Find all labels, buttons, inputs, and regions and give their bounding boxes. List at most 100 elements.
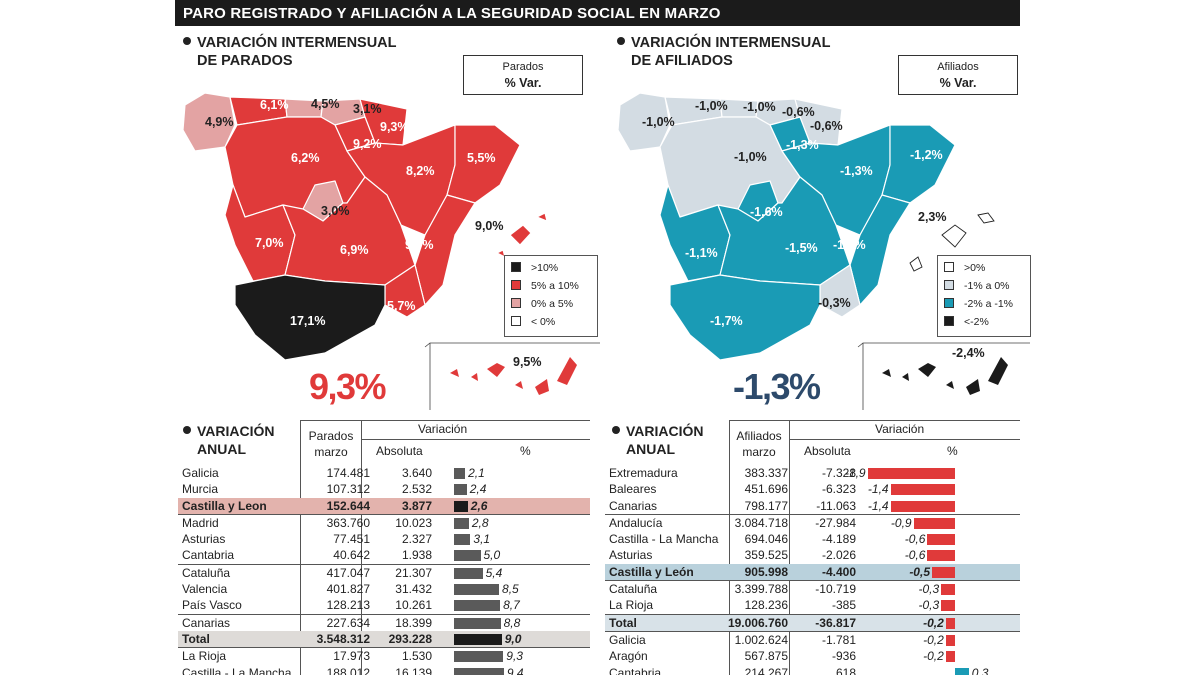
bar-mark xyxy=(454,651,504,663)
row-pct-label: 8,7 xyxy=(503,598,520,613)
legend-swatch xyxy=(944,316,954,326)
row-main-value: 3.399.788 xyxy=(734,582,788,597)
legend-label: 5% a 10% xyxy=(531,280,579,292)
row-region-name: Aragón xyxy=(609,649,648,664)
col-divider xyxy=(300,420,301,675)
row-abs-value: 2.532 xyxy=(401,482,432,497)
row-pct-label: 2,8 xyxy=(471,515,489,530)
row-abs-value: -27.984 xyxy=(815,515,856,530)
region-cataluna xyxy=(446,124,521,204)
row-region-name: Valencia xyxy=(182,582,228,597)
label-murcia: -0,3% xyxy=(818,296,851,310)
bar-mark xyxy=(454,667,504,675)
row-pct-label: -0,2 xyxy=(923,632,944,647)
row-pct-label: -0,6 xyxy=(904,532,926,547)
bar-mark xyxy=(454,550,481,562)
left-table-rows: Galicia 174.481 3.640 2,1 Murcia 107.312 2.532… xyxy=(178,465,590,675)
left-legend-item: >10% xyxy=(511,261,597,279)
left-map-box-line2: % Var. xyxy=(504,76,542,90)
right-map-heading-line1: VARIACIÓN INTERMENSUAL xyxy=(631,35,831,51)
row-main-value: 40.642 xyxy=(333,548,370,563)
left-total-value: 9,3% xyxy=(309,366,387,407)
row-main-value: 19.006.760 xyxy=(727,615,788,630)
row-region-name: Andalucía xyxy=(609,515,663,530)
region-murcia xyxy=(384,264,426,318)
left-col-main-line1: Parados xyxy=(308,429,354,443)
left-table-header: VARIACIÓN ANUAL Parados marzo Variación A… xyxy=(178,420,590,466)
table-row: Andalucía 3.084.718 -27.984 -0,9 xyxy=(605,513,1020,531)
row-region-name: Cataluña xyxy=(182,565,231,580)
row-main-value: 214.267 xyxy=(744,665,788,675)
bar-mark xyxy=(454,468,466,479)
row-region-name: Canarias xyxy=(182,615,231,630)
table-row: La Rioja 128.236 -385 -0,3 xyxy=(605,597,1020,613)
region-baleares xyxy=(909,212,995,272)
bar-mark xyxy=(890,484,955,496)
row-pct-label: 9,3 xyxy=(506,649,523,664)
legend-label: < 0% xyxy=(531,316,556,328)
canary-inset-frame xyxy=(424,342,600,410)
right-map-box-line1: Afiliados xyxy=(937,61,979,73)
row-pct-label: 3,1 xyxy=(473,532,491,547)
label-extremadura: 7,0% xyxy=(255,236,284,250)
row-pct-label: -0,3 xyxy=(918,582,940,597)
right-col-main-line2: marzo xyxy=(742,445,776,459)
right-legend-item: >0% xyxy=(944,261,1030,279)
table-row: Cantabria 214.267 618 0,3 xyxy=(605,665,1020,675)
col-divider xyxy=(729,420,730,675)
row-region-name: Cantabria xyxy=(182,548,235,563)
legend-label: -1% a 0% xyxy=(964,280,1010,292)
label-galicia: 4,9% xyxy=(205,115,234,129)
left-map-heading-line2: DE PARADOS xyxy=(197,53,293,69)
row-abs-value: -4.189 xyxy=(821,532,856,547)
table-row: Cantabria 40.642 1.938 5,0 xyxy=(178,547,590,563)
label-castilla-leon: 6,2% xyxy=(291,151,320,165)
row-main-value: 128.213 xyxy=(326,598,370,613)
row-abs-value: -1.781 xyxy=(821,632,856,647)
row-main-value: 3.548.312 xyxy=(316,631,370,646)
table-row: Aragón 567.875 -936 -0,2 xyxy=(605,648,1020,664)
label-madrid: 3,0% xyxy=(321,204,350,218)
row-region-name: La Rioja xyxy=(182,649,227,664)
table-row: Baleares 451.696 -6.323 -1,4 xyxy=(605,481,1020,497)
bar-mark xyxy=(890,500,955,512)
right-spain-map: -1,0% -1,0% -1,0% -0,6% -0,6% -1,3% -1,0… xyxy=(617,92,1030,410)
label-aragon: -1,3% xyxy=(840,164,873,178)
col-divider xyxy=(361,420,362,675)
right-legend-item: -1% a 0% xyxy=(944,279,1030,297)
row-region-name: Galicia xyxy=(609,632,646,647)
bullet-icon xyxy=(183,426,191,434)
row-main-value: 1.002.624 xyxy=(734,632,788,647)
bar-mark xyxy=(454,617,501,629)
row-pct-label: 5,0 xyxy=(483,548,501,563)
row-pct-label: -0,3 xyxy=(918,598,940,613)
header-rule xyxy=(361,439,590,440)
row-abs-value: -10.719 xyxy=(815,582,856,597)
right-col-group: Variación xyxy=(875,422,925,436)
bar-mark xyxy=(955,667,969,675)
legend-label: >0% xyxy=(964,262,986,274)
row-pct-label: 2,4 xyxy=(469,482,487,497)
legend-swatch xyxy=(511,316,521,326)
row-pct-label: -0,2 xyxy=(923,649,944,664)
label-pais-vasco: 3,1% xyxy=(353,102,382,116)
legend-label: -2% a -1% xyxy=(964,298,1014,310)
legend-label: >10% xyxy=(531,262,559,274)
bar-mark xyxy=(913,517,955,529)
legend-label: 0% a 5% xyxy=(531,298,574,310)
row-pct-label: -1,4 xyxy=(867,498,889,513)
row-region-name: Extremadura xyxy=(609,466,678,480)
header-rule xyxy=(300,420,590,421)
label-aragon: 8,2% xyxy=(406,164,435,178)
bar-mark xyxy=(454,633,502,645)
row-main-value: 363.760 xyxy=(326,515,370,530)
region-baleares xyxy=(496,212,548,258)
row-region-name: Total xyxy=(609,615,637,630)
row-main-value: 227.634 xyxy=(326,615,370,630)
row-abs-value: -2.026 xyxy=(821,548,856,563)
row-abs-value: 18.399 xyxy=(395,615,432,630)
left-legend-item: 0% a 5% xyxy=(511,297,597,315)
left-map-label-box: Parados % Var. xyxy=(463,55,583,95)
left-col-main-line2: marzo xyxy=(314,445,348,459)
header-rule xyxy=(789,439,1020,440)
